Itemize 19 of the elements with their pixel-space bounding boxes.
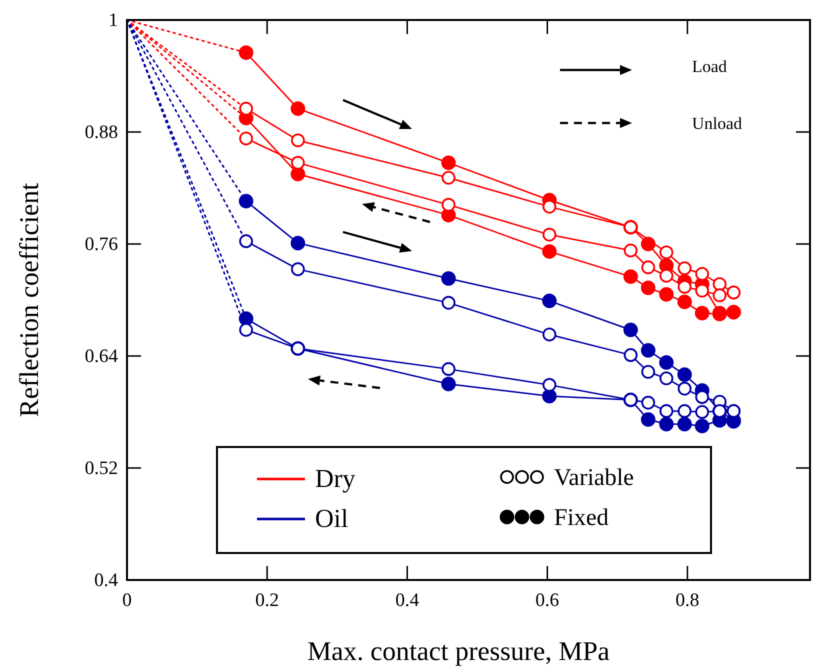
x-tick-label: 0.2 <box>255 590 279 611</box>
annotation: Unload <box>692 114 743 133</box>
x-tick-label: 0.4 <box>395 590 420 611</box>
x-tick-label: 0 <box>122 590 132 611</box>
x-tick-label: 0.8 <box>676 590 700 611</box>
annotation: Fixed <box>554 505 609 531</box>
y-tick-label: 1 <box>108 10 118 31</box>
y-tick-label: 0.76 <box>84 234 118 255</box>
y-axis-title: Reflection coefficient <box>14 182 44 418</box>
x-tick-label: 0.6 <box>535 590 560 611</box>
annotation: Variable <box>554 465 634 491</box>
legend-label: Oil <box>315 504 348 533</box>
legend-label: Dry <box>315 464 356 493</box>
y-tick-label: 0.4 <box>94 570 118 591</box>
y-tick-label: 0.88 <box>84 122 118 143</box>
x-axis-title: Max. contact pressure, MPa <box>307 636 610 666</box>
y-tick-label: 0.64 <box>84 346 118 367</box>
y-tick-label: 0.52 <box>84 458 118 479</box>
annotation: Load <box>692 57 728 76</box>
